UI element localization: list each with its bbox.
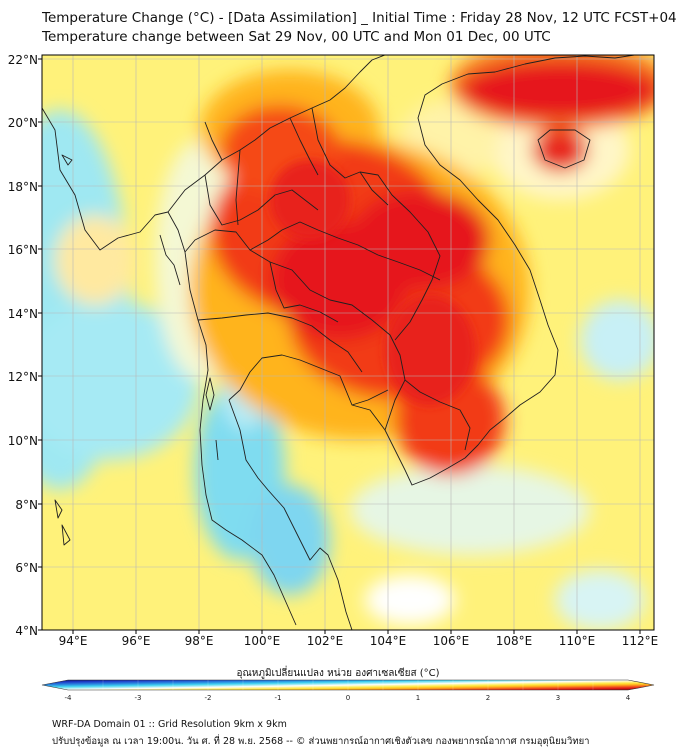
lat-tick-label: 18°N	[8, 180, 38, 194]
lat-tick-label: 6°N	[15, 561, 38, 575]
footer-update-info: ปรับปรุงข้อมูล ณ เวลา 19:00น. วัน ศ. ที่…	[52, 736, 590, 747]
colorbar-label: อุณหภูมิเปลี่ยนแปลง หน่วย องศาเซลเซียส (…	[236, 668, 440, 679]
colorbar	[41, 679, 655, 691]
colorbar-tick-label: 4	[626, 694, 631, 702]
lon-tick-label: 102°E	[307, 634, 344, 648]
lat-tick-label: 14°N	[8, 307, 38, 321]
lon-tick-label: 96°E	[122, 634, 151, 648]
colorbar-tick-label: 0	[346, 694, 350, 702]
colorbar-tick-label: -1	[275, 694, 282, 702]
lat-tick-label: 4°N	[15, 624, 38, 638]
lon-tick-label: 108°E	[496, 634, 533, 648]
lon-tick-label: 110°E	[559, 634, 596, 648]
colorbar-tick-label: -3	[135, 694, 142, 702]
lon-tick-label: 112°E	[622, 634, 659, 648]
colorbar-tick-label: 1	[416, 694, 420, 702]
chart-title-line1: Temperature Change (°C) - [Data Assimila…	[42, 10, 676, 26]
coastlines-and-borders	[42, 55, 638, 630]
lat-tick-label: 20°N	[8, 116, 38, 130]
gridlines	[42, 55, 654, 630]
lat-tick-label: 22°N	[8, 53, 38, 67]
lat-tick-label: 10°N	[8, 434, 38, 448]
lon-tick-label: 106°E	[433, 634, 470, 648]
lon-tick-label: 104°E	[370, 634, 407, 648]
colorbar-tick-label: 2	[486, 694, 490, 702]
lon-tick-label: 100°E	[244, 634, 281, 648]
lat-tick-label: 16°N	[8, 243, 38, 257]
map-frame	[41, 54, 655, 631]
lon-tick-label: 94°E	[59, 634, 88, 648]
footer-model-info: WRF-DA Domain 01 :: Grid Resolution 9km …	[52, 719, 287, 730]
chart-title-line2: Temperature change between Sat 29 Nov, 0…	[42, 29, 551, 45]
colorbar-tick-label: -2	[205, 694, 212, 702]
lon-tick-label: 98°E	[185, 634, 214, 648]
colorbar-tick-label: 3	[556, 694, 560, 702]
lat-tick-label: 8°N	[15, 498, 38, 512]
lat-tick-label: 12°N	[8, 370, 38, 384]
colorbar-tick-label: -4	[65, 694, 73, 702]
